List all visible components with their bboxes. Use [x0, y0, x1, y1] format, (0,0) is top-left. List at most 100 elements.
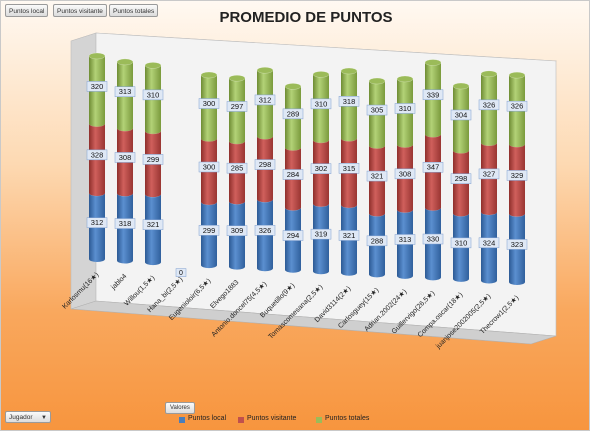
legend-swatch [316, 417, 322, 423]
svg-text:289: 289 [287, 109, 300, 118]
data-label: 299 [142, 154, 164, 165]
svg-text:330: 330 [427, 235, 440, 244]
data-label: 300 [198, 98, 220, 109]
data-label: 312 [254, 94, 276, 106]
svg-text:329: 329 [511, 171, 524, 180]
data-label: 308 [114, 152, 136, 163]
svg-text:302: 302 [315, 164, 328, 173]
field-button-puntos-totales[interactable]: Puntos totales [109, 4, 159, 17]
data-label: 0 [175, 268, 187, 277]
svg-text:323: 323 [511, 240, 524, 249]
data-label: 328 [86, 149, 108, 161]
data-label: 308 [394, 168, 416, 180]
data-label: 326 [506, 100, 528, 112]
data-label: 318 [114, 218, 136, 229]
data-label: 318 [338, 96, 360, 107]
svg-text:312: 312 [259, 95, 272, 104]
data-label: 330 [422, 233, 444, 245]
data-label: 302 [310, 163, 332, 174]
data-label: 313 [114, 86, 136, 97]
data-label: 288 [366, 235, 388, 247]
data-label: 347 [422, 161, 444, 173]
jugador-filter-dropdown[interactable]: Jugador ▼ [5, 411, 51, 423]
svg-text:304: 304 [455, 110, 468, 119]
data-label: 321 [142, 219, 164, 230]
svg-text:310: 310 [455, 238, 468, 247]
svg-text:300: 300 [203, 162, 216, 171]
svg-text:299: 299 [147, 155, 160, 164]
svg-text:310: 310 [315, 99, 328, 108]
data-label: 339 [422, 89, 444, 101]
data-label: 300 [198, 161, 220, 173]
data-label: 284 [282, 169, 304, 180]
data-label: 326 [478, 99, 500, 111]
legend-swatch [238, 417, 244, 423]
svg-text:298: 298 [455, 174, 468, 183]
svg-text:305: 305 [371, 106, 384, 115]
data-label: 298 [254, 159, 276, 170]
data-label: 321 [338, 230, 360, 241]
data-label: 323 [506, 239, 528, 250]
svg-text:309: 309 [231, 226, 244, 235]
svg-text:308: 308 [119, 153, 132, 162]
svg-text:321: 321 [371, 172, 384, 181]
svg-text:313: 313 [399, 235, 412, 244]
data-label: 294 [282, 230, 304, 241]
data-label: 305 [366, 104, 388, 116]
svg-text:298: 298 [259, 160, 272, 169]
data-label: 310 [142, 89, 164, 101]
data-label: 315 [338, 163, 360, 174]
svg-text:310: 310 [399, 104, 412, 113]
legend-label: Puntos visitante [247, 415, 297, 422]
data-label: 324 [478, 237, 500, 249]
data-label: 285 [226, 162, 248, 174]
svg-text:299: 299 [203, 226, 216, 235]
svg-text:308: 308 [399, 169, 412, 178]
data-label: 297 [226, 101, 248, 112]
chart-floor [70, 300, 557, 345]
data-label: 312 [86, 217, 108, 228]
values-field-button[interactable]: Valores [165, 402, 195, 414]
svg-text:288: 288 [371, 236, 384, 245]
data-label: 289 [282, 108, 304, 120]
data-label: 313 [394, 234, 416, 245]
svg-text:285: 285 [231, 164, 244, 173]
svg-text:324: 324 [483, 238, 496, 247]
data-labels-layer: 312 328 320 318 308 313 321 299 310 0 299 300 300 309… [86, 81, 528, 277]
svg-text:319: 319 [315, 230, 328, 239]
field-button-puntos-visitante[interactable]: Puntos visitante [53, 4, 107, 17]
svg-text:318: 318 [343, 97, 356, 106]
legend-swatch [179, 417, 185, 423]
svg-text:326: 326 [511, 102, 524, 111]
data-label: 329 [506, 170, 528, 181]
data-label: 310 [310, 98, 332, 110]
legend-label: Puntos totales [325, 415, 370, 422]
data-label: 319 [310, 228, 332, 240]
svg-text:326: 326 [259, 226, 272, 235]
svg-text:347: 347 [427, 163, 440, 172]
data-label: 326 [254, 225, 276, 236]
chevron-down-icon: ▼ [41, 415, 47, 421]
svg-text:321: 321 [147, 220, 160, 229]
data-label: 321 [366, 170, 388, 182]
svg-text:321: 321 [343, 231, 356, 240]
svg-text:0: 0 [179, 270, 183, 277]
svg-text:300: 300 [203, 99, 216, 108]
svg-text:313: 313 [119, 87, 132, 96]
svg-text:320: 320 [91, 82, 104, 91]
svg-text:310: 310 [147, 90, 160, 99]
legend-label: Puntos local [188, 415, 227, 422]
svg-text:284: 284 [287, 170, 300, 179]
svg-text:297: 297 [231, 102, 244, 111]
data-label: 304 [450, 109, 472, 121]
field-button-puntos-local[interactable]: Puntos local [5, 4, 49, 17]
chart-title: PROMEDIO DE PUNTOS [219, 9, 393, 26]
svg-text:327: 327 [483, 169, 496, 178]
jugador-filter-label: Jugador [9, 414, 33, 421]
svg-text:318: 318 [119, 219, 132, 228]
data-label: 299 [198, 225, 220, 236]
data-label: 310 [450, 237, 472, 249]
data-label: 310 [394, 103, 416, 114]
